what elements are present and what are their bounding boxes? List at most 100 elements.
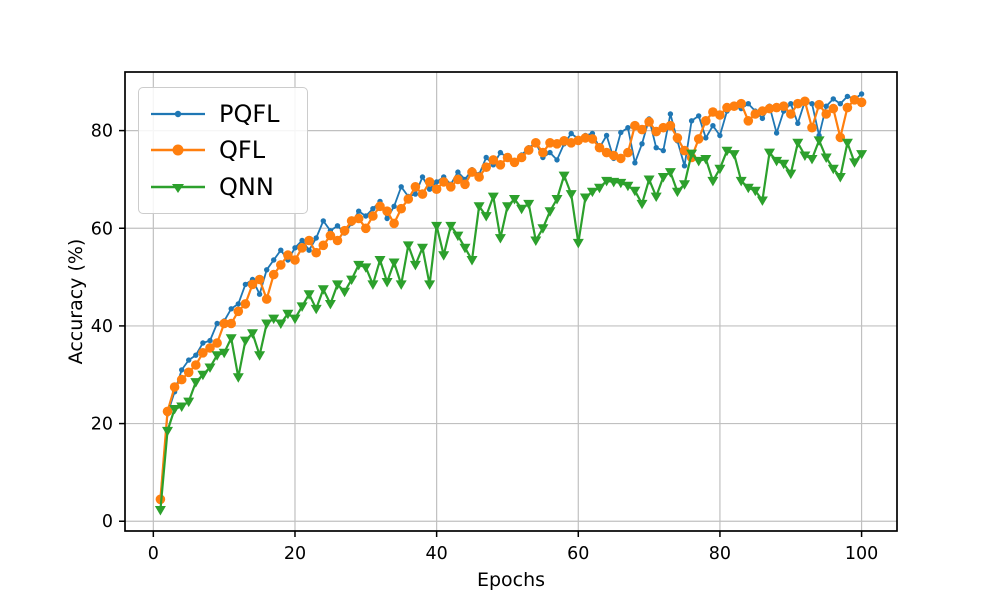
marker-qfl [318, 240, 329, 251]
marker-pqfl [242, 281, 249, 288]
marker-pqfl [717, 132, 723, 139]
legend-item-qnn: QNN [149, 169, 297, 205]
marker-qnn [169, 405, 181, 415]
marker-qnn [728, 150, 740, 160]
marker-qnn [459, 243, 471, 254]
marker-qfl [495, 160, 506, 170]
legend: PQFL QFL QNN [138, 87, 308, 214]
axes-spines [124, 71, 898, 532]
marker-qnn [445, 221, 457, 232]
marker-pqfl [858, 91, 865, 97]
marker-qnn [360, 263, 372, 273]
marker-qnn [827, 164, 839, 175]
marker-qnn [197, 370, 209, 381]
marker-qfl [743, 116, 754, 126]
marker-qfl [176, 374, 187, 385]
x-tick-label: 0 [148, 544, 159, 564]
marker-qfl [290, 255, 300, 265]
marker-qnn [289, 314, 301, 325]
marker-qfl [856, 97, 867, 108]
y-axis-label: Accuracy (%) [65, 239, 87, 365]
marker-qnn [225, 334, 237, 344]
marker-pqfl [759, 115, 766, 122]
x-axis-label: Epochs [477, 569, 545, 591]
marker-pqfl [306, 247, 312, 253]
marker-pqfl [632, 160, 638, 166]
marker-qnn [551, 195, 563, 205]
marker-qnn [558, 171, 570, 181]
legend-sample-qnn-icon [151, 183, 205, 193]
marker-pqfl [426, 186, 433, 192]
marker-qfl [191, 360, 201, 370]
marker-qnn [813, 136, 825, 146]
marker-qnn [473, 202, 485, 212]
marker-pqfl [271, 257, 277, 263]
marker-qnn [190, 378, 202, 388]
marker-qnn [176, 402, 188, 412]
marker-qnn [615, 178, 627, 189]
marker-qfl [842, 102, 853, 113]
marker-qnn [799, 151, 811, 161]
marker-qfl [375, 201, 385, 212]
marker-qnn [756, 196, 768, 206]
marker-pqfl [384, 215, 390, 222]
marker-qnn [346, 275, 358, 285]
marker-qnn [764, 148, 775, 159]
marker-qnn [417, 243, 428, 254]
marker-pqfl [179, 367, 185, 373]
marker-qnn [154, 506, 166, 516]
marker-pqfl [320, 218, 326, 224]
marker-qfl [644, 117, 654, 127]
marker-qfl [672, 133, 683, 143]
legend-label-pqfl: PQFL [219, 100, 280, 129]
marker-pqfl [788, 101, 794, 107]
marker-pqfl [433, 179, 440, 185]
marker-qfl [807, 122, 817, 133]
marker-qfl [424, 177, 435, 187]
marker-qnn [317, 285, 329, 295]
marker-qnn [721, 146, 733, 157]
marker-qfl [616, 153, 626, 164]
marker-pqfl [625, 125, 631, 131]
marker-qnn [735, 176, 747, 187]
marker-qnn [650, 192, 662, 202]
marker-qnn [268, 314, 280, 325]
marker-qfl [771, 102, 782, 113]
marker-qfl [474, 172, 484, 182]
legend-label-qnn: QNN [219, 172, 274, 201]
legend-label-qfl: QFL [219, 136, 266, 165]
marker-qnn [572, 238, 584, 249]
marker-qfl [361, 223, 371, 234]
marker-pqfl [200, 340, 206, 346]
marker-qnn [452, 231, 464, 242]
marker-pqfl [356, 208, 362, 214]
marker-qnn [239, 336, 251, 347]
marker-qnn [643, 175, 655, 185]
marker-qnn [502, 202, 513, 212]
marker-qfl [800, 96, 810, 107]
marker-pqfl [660, 147, 666, 154]
marker-qfl [460, 179, 470, 190]
marker-qnn [516, 204, 528, 215]
marker-qfl [382, 206, 392, 216]
marker-qfl [587, 134, 598, 144]
marker-qfl [219, 318, 229, 329]
y-tick-label: 20 [91, 415, 113, 435]
marker-qfl [509, 157, 520, 168]
marker-qfl [516, 152, 527, 163]
marker-qnn [856, 150, 868, 160]
marker-qnn [409, 260, 421, 271]
marker-qfl [786, 109, 796, 119]
marker-pqfl [391, 203, 397, 209]
marker-qnn [395, 280, 407, 290]
marker-pqfl [830, 96, 836, 102]
marker-qnn [438, 251, 450, 261]
marker-qfl [523, 145, 534, 155]
marker-pqfl [419, 174, 426, 180]
marker-qnn [487, 192, 499, 202]
y-tick-label: 0 [102, 512, 113, 532]
marker-qnn [232, 373, 244, 383]
marker-qfl [722, 102, 732, 113]
marker-qfl [226, 318, 236, 329]
